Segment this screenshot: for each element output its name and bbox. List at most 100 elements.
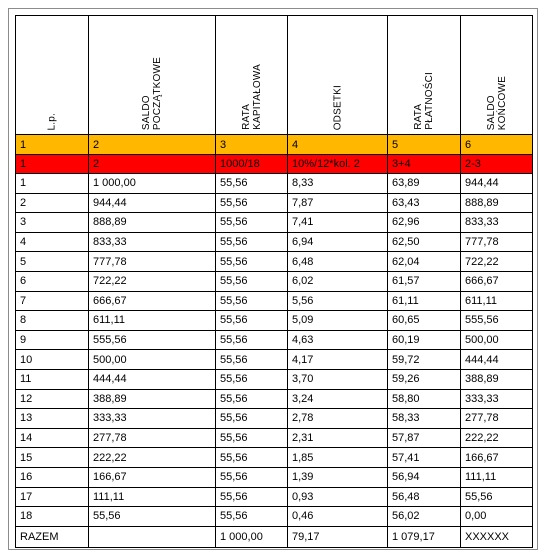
table-cell: 61,57: [387, 270, 461, 292]
table-cell: 59,72: [387, 349, 461, 370]
table-cell: 55,56: [215, 486, 288, 508]
table-row: 11 444,44 55,56 3,70 59,26 388,89: [15, 368, 533, 390]
table-cell: 833,33: [88, 231, 216, 253]
table-cell: 111,11: [460, 466, 533, 488]
header-row: L.p. SALDO POCZĄTKOWE RATA KAPITAŁOWA ODSE…: [15, 15, 533, 135]
table-cell: 666,67: [460, 270, 533, 292]
table-row: 15 222,22 55,56 1,85 57,41 166,67: [15, 447, 533, 468]
total-cell: XXXXXX: [460, 525, 533, 548]
table-cell: 6,94: [287, 231, 388, 253]
table-row: 8 611,11 55,56 5,09 60,65 555,56: [15, 310, 533, 331]
table-cell: 666,67: [88, 290, 216, 312]
table-row: 12 388,89 55,56 3,24 58,80 333,33: [15, 388, 533, 410]
table-row: 14 277,78 55,56 2,31 57,87 222,22: [15, 427, 533, 449]
table-row: 7 666,67 55,56 5,56 61,11 611,11: [15, 290, 533, 312]
header-lp: L.p.: [15, 15, 89, 135]
table-cell: 6,48: [287, 251, 388, 272]
table-cell: 56,02: [387, 506, 461, 527]
table-cell: 277,78: [88, 427, 216, 449]
table-cell: 7,87: [287, 192, 388, 214]
table-cell: 0,00: [460, 506, 533, 527]
table-cell: 55,56: [215, 329, 288, 351]
table-cell: 3,24: [287, 388, 388, 410]
table-cell: 333,33: [460, 388, 533, 410]
formula-row: 1 2 1000/18 10%/12*kol. 2 3+4 2-3: [15, 154, 533, 174]
table-cell: 57,41: [387, 447, 461, 468]
table-cell: 55,56: [215, 310, 288, 331]
table-cell: 1,39: [287, 466, 388, 488]
table-cell: 777,78: [88, 251, 216, 272]
table-cell: 944,44: [88, 192, 216, 214]
table-cell: 63,43: [387, 192, 461, 214]
table-cell: 0,46: [287, 506, 388, 527]
table-row: 10 500,00 55,56 4,17 59,72 444,44: [15, 349, 533, 370]
total-cell: 1 000,00: [215, 525, 288, 548]
table-cell: 4,63: [287, 329, 388, 351]
table-cell: 777,78: [460, 231, 533, 253]
table-cell: 12: [15, 388, 89, 410]
table-cell: 8,33: [287, 173, 388, 194]
table-cell: 10: [15, 349, 89, 370]
total-cell: 1 079,17: [387, 525, 461, 548]
table-cell: 3+4: [387, 154, 461, 174]
table-cell: 8: [15, 310, 89, 331]
table-cell: 59,26: [387, 368, 461, 390]
table-cell: 833,33: [460, 212, 533, 233]
total-cell: RAZEM: [15, 525, 89, 548]
header-saldo-koncowe: SALDO KOŃCOWE: [460, 15, 533, 135]
table-cell: 55,56: [215, 212, 288, 233]
table-cell: 61,11: [387, 290, 461, 312]
table-cell: 55,56: [215, 251, 288, 272]
table-cell: 611,11: [460, 290, 533, 312]
table-cell: 55,56: [215, 447, 288, 468]
table-cell: 3: [15, 212, 89, 233]
table-cell: 62,04: [387, 251, 461, 272]
loan-schedule-table: L.p. SALDO POCZĄTKOWE RATA KAPITAŁOWA ODSE…: [15, 15, 533, 548]
table-cell: 2,31: [287, 427, 388, 449]
table-cell: 55,56: [215, 270, 288, 292]
table-cell: 55,56: [215, 506, 288, 527]
table-cell: 11: [15, 368, 89, 390]
table-cell: 6: [460, 134, 533, 155]
table-cell: 58,33: [387, 408, 461, 429]
table-cell: 722,22: [460, 251, 533, 272]
total-cell: [88, 525, 216, 548]
table-cell: 5,09: [287, 310, 388, 331]
table-cell: 55,56: [215, 466, 288, 488]
table-cell: 4: [15, 231, 89, 253]
table-cell: 18: [15, 506, 89, 527]
table-cell: 4,17: [287, 349, 388, 370]
header-saldo-poczatkowe: SALDO POCZĄTKOWE: [88, 15, 216, 135]
table-cell: 60,19: [387, 329, 461, 351]
table-cell: 388,89: [88, 388, 216, 410]
header-rata-platnosci: RATA PŁATNOŚCI: [387, 15, 461, 135]
table-cell: 1000/18: [215, 154, 288, 174]
column-number-row: 1 2 3 4 5 6: [15, 134, 533, 155]
table-cell: 444,44: [460, 349, 533, 370]
table-row: 4 833,33 55,56 6,94 62,50 777,78: [15, 231, 533, 253]
table-cell: 16: [15, 466, 89, 488]
table-cell: 55,56: [215, 368, 288, 390]
table-cell: 500,00: [460, 329, 533, 351]
table-cell: 555,56: [460, 310, 533, 331]
table-cell: 55,56: [215, 388, 288, 410]
table-cell: 888,89: [88, 212, 216, 233]
table-cell: 7: [15, 290, 89, 312]
table-cell: 17: [15, 486, 89, 508]
table-cell: 55,56: [215, 349, 288, 370]
table-cell: 55,56: [460, 486, 533, 508]
table-row: 17 111,11 55,56 0,93 56,48 55,56: [15, 486, 533, 508]
table-cell: 14: [15, 427, 89, 449]
table-cell: 55,56: [215, 290, 288, 312]
table-cell: 62,50: [387, 231, 461, 253]
table-cell: 2: [88, 154, 216, 174]
table-row: 3 888,89 55,56 7,41 62,96 833,33: [15, 212, 533, 233]
table-cell: 6: [15, 270, 89, 292]
table-cell: 222,22: [460, 427, 533, 449]
table-cell: 500,00: [88, 349, 216, 370]
table-cell: 111,11: [88, 486, 216, 508]
table-cell: 56,48: [387, 486, 461, 508]
table-cell: 9: [15, 329, 89, 351]
table-cell: 58,80: [387, 388, 461, 410]
table-row: 9 555,56 55,56 4,63 60,19 500,00: [15, 329, 533, 351]
